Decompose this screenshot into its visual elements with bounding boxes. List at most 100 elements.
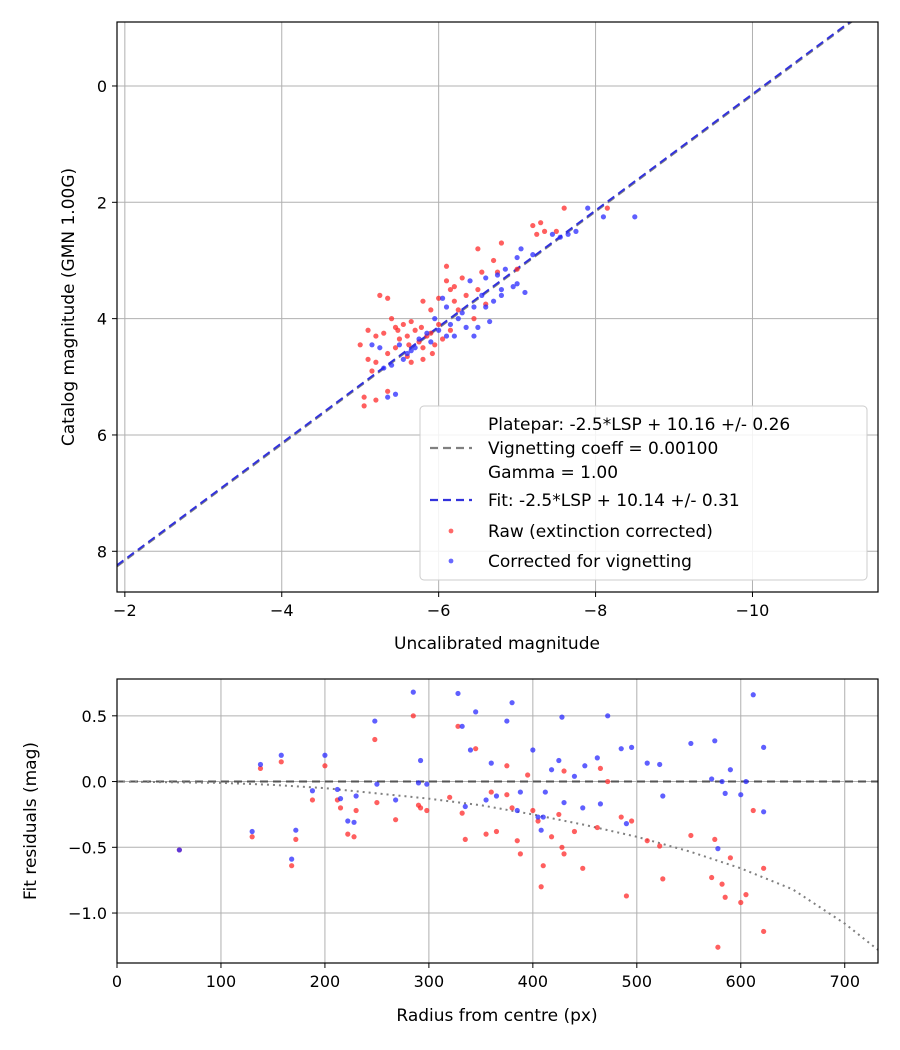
data-point bbox=[432, 342, 438, 348]
data-point bbox=[475, 324, 481, 330]
data-point bbox=[738, 792, 744, 798]
data-point bbox=[372, 718, 378, 724]
data-point bbox=[459, 310, 465, 316]
data-point bbox=[400, 356, 406, 362]
data-point bbox=[451, 333, 457, 339]
data-point bbox=[374, 799, 380, 806]
x-tick-label: 400 bbox=[518, 972, 549, 991]
data-point bbox=[473, 746, 479, 752]
data-point bbox=[535, 818, 541, 824]
data-point bbox=[451, 298, 457, 304]
data-point bbox=[381, 330, 387, 336]
data-point bbox=[455, 307, 461, 313]
data-point bbox=[428, 339, 434, 345]
data-point bbox=[644, 838, 650, 844]
data-point bbox=[455, 690, 461, 697]
data-point bbox=[488, 789, 494, 795]
data-point bbox=[361, 403, 367, 409]
data-point bbox=[483, 275, 489, 281]
data-point bbox=[561, 799, 567, 806]
data-point bbox=[351, 834, 357, 840]
legend-corrected-marker bbox=[448, 558, 454, 564]
data-point bbox=[548, 767, 555, 773]
data-point bbox=[660, 876, 666, 882]
data-point bbox=[571, 828, 578, 835]
magnitude-chart-points bbox=[357, 205, 638, 409]
data-point bbox=[504, 792, 510, 798]
data-point bbox=[377, 345, 383, 351]
data-point bbox=[392, 391, 399, 397]
data-point bbox=[490, 298, 497, 304]
data-point bbox=[418, 324, 424, 330]
data-point bbox=[594, 824, 600, 831]
data-point bbox=[600, 214, 607, 220]
data-point bbox=[396, 342, 403, 348]
data-point bbox=[538, 220, 544, 226]
data-point bbox=[385, 350, 391, 357]
data-point bbox=[463, 324, 469, 330]
residuals-chart-grid bbox=[116, 679, 878, 963]
data-point bbox=[410, 689, 416, 695]
data-point bbox=[471, 316, 477, 322]
data-point bbox=[514, 807, 520, 814]
data-point bbox=[462, 836, 468, 843]
data-point bbox=[644, 760, 650, 766]
data-point bbox=[483, 797, 489, 803]
data-point bbox=[455, 723, 461, 729]
data-point bbox=[556, 757, 562, 764]
data-point bbox=[487, 318, 493, 325]
data-point bbox=[293, 827, 299, 833]
data-point bbox=[761, 744, 767, 750]
data-point bbox=[436, 321, 442, 328]
data-point bbox=[447, 794, 453, 800]
data-point bbox=[322, 763, 328, 769]
data-point bbox=[561, 768, 567, 774]
data-point bbox=[455, 316, 461, 322]
magnitude-chart-frame bbox=[116, 21, 879, 593]
data-point bbox=[467, 278, 473, 284]
data-point bbox=[404, 350, 410, 357]
data-point bbox=[406, 342, 412, 348]
data-point bbox=[561, 851, 567, 857]
data-point bbox=[373, 359, 379, 365]
data-point bbox=[688, 832, 694, 839]
data-point bbox=[719, 778, 725, 785]
data-point bbox=[559, 844, 565, 850]
data-point bbox=[467, 747, 474, 753]
data-point bbox=[309, 788, 316, 794]
y-tick-label: 8 bbox=[97, 542, 107, 561]
legend-vignetting-label: Vignetting coeff = 0.00100 bbox=[488, 439, 718, 459]
data-point bbox=[388, 316, 395, 322]
data-point bbox=[353, 793, 359, 799]
x-tick-label: 100 bbox=[206, 972, 237, 991]
data-point bbox=[483, 304, 489, 310]
legend-raw-marker bbox=[448, 528, 454, 534]
data-point bbox=[709, 776, 715, 782]
data-point bbox=[502, 266, 508, 272]
data-point bbox=[629, 818, 635, 824]
data-point bbox=[490, 257, 497, 264]
data-point bbox=[688, 740, 694, 747]
data-point bbox=[580, 805, 586, 811]
data-point bbox=[498, 286, 505, 293]
data-point bbox=[475, 286, 481, 293]
y-tick-label: −0.5 bbox=[68, 838, 107, 857]
data-point bbox=[412, 345, 418, 351]
data-point bbox=[597, 801, 604, 807]
data-point bbox=[393, 817, 399, 823]
data-point bbox=[351, 819, 357, 825]
data-point bbox=[538, 827, 544, 833]
data-point bbox=[385, 295, 391, 301]
data-point bbox=[463, 292, 469, 298]
legend-gamma-label: Gamma = 1.00 bbox=[488, 463, 618, 483]
data-point bbox=[623, 821, 630, 827]
data-point bbox=[504, 763, 510, 769]
x-tick-label: −2 bbox=[113, 601, 137, 620]
magnitude-chart-xlabel: Uncalibrated magnitude bbox=[394, 634, 600, 654]
data-point bbox=[447, 321, 454, 328]
data-point bbox=[618, 814, 624, 820]
data-point bbox=[582, 763, 588, 769]
data-point bbox=[257, 765, 264, 772]
data-point bbox=[373, 397, 379, 403]
data-point bbox=[738, 899, 744, 906]
